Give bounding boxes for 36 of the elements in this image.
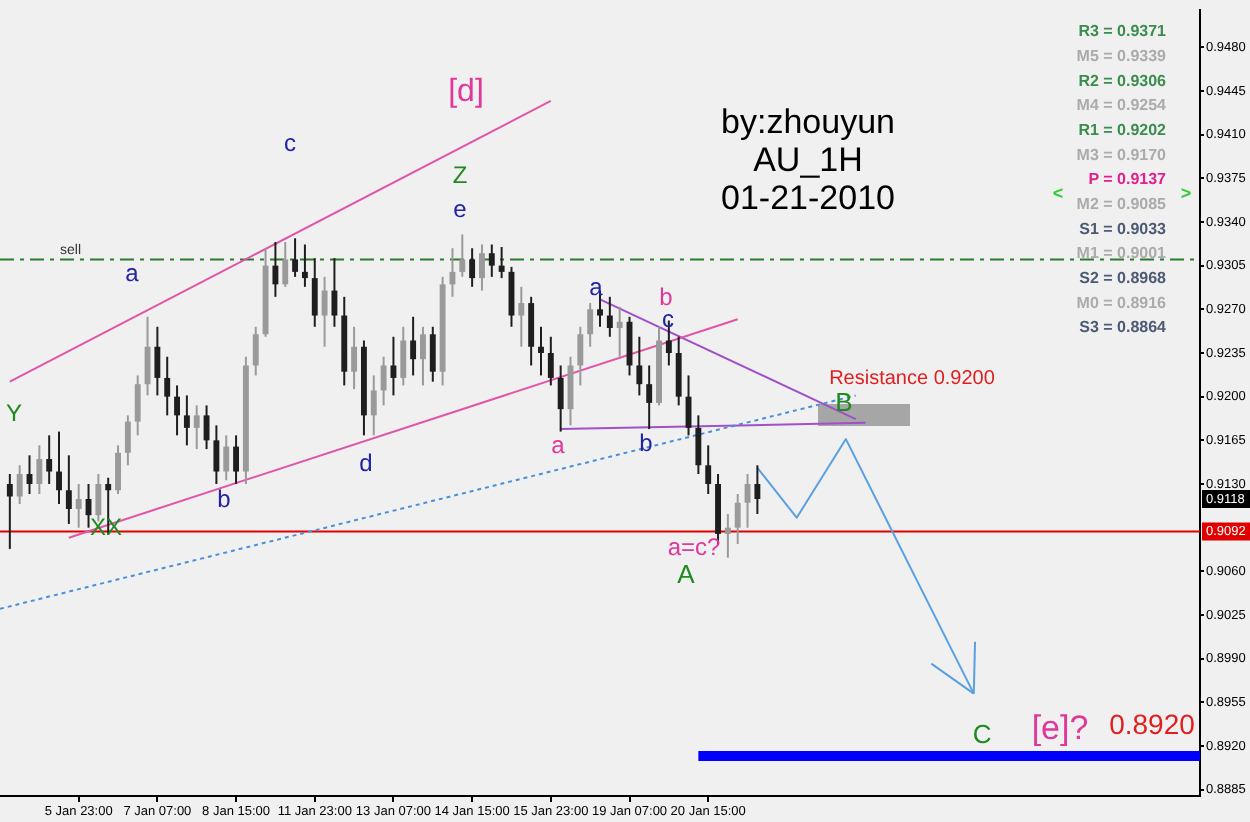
text: AU_1H	[753, 141, 863, 180]
annotation: <	[1052, 182, 1064, 203]
annotation: R3 = 0.9371	[1078, 22, 1168, 41]
text: 01-21-2010	[721, 179, 895, 218]
annotation: C	[972, 719, 992, 750]
annotation: M5 = 0.9339	[1076, 47, 1168, 66]
annotation: b	[639, 428, 654, 457]
annotation: M0 = 0.8916	[1076, 293, 1168, 312]
annotation: [d]	[448, 74, 484, 109]
annotation: e	[453, 194, 468, 223]
annotation: Y	[5, 398, 23, 427]
annotation: M2 = 0.9085	[1076, 195, 1168, 214]
annotation: a=c?	[667, 532, 721, 561]
annotation: R2 = 0.9306	[1078, 71, 1168, 90]
annotation: a	[125, 258, 140, 287]
annotation: d	[359, 448, 373, 477]
annotation: c	[284, 128, 296, 157]
annotation: S3 = 0.8864	[1079, 318, 1168, 337]
annotation: a	[551, 430, 566, 459]
annotation: b	[217, 484, 232, 513]
annotation: a	[589, 272, 604, 301]
annotation: A	[677, 559, 696, 590]
annotation: M1 = 0.9001	[1076, 244, 1168, 263]
annotation: M3 = 0.9170	[1076, 145, 1168, 164]
annotation: M4 = 0.9254	[1076, 96, 1168, 115]
annotation: P = 0.9137	[1088, 170, 1168, 189]
annotation: S2 = 0.8968	[1079, 269, 1168, 288]
annotation: B	[835, 387, 853, 418]
annotation: Z	[452, 160, 468, 189]
annotation: >	[1180, 182, 1192, 203]
annotation: R1 = 0.9202	[1078, 121, 1168, 140]
annotation: S1 = 0.9033	[1079, 219, 1168, 238]
annotation: [e]?	[1031, 709, 1089, 748]
annotation: by:zhouyun	[721, 103, 895, 142]
annotation: 0.8920	[1109, 707, 1196, 740]
annotation: Resistance 0.9200	[829, 367, 996, 390]
